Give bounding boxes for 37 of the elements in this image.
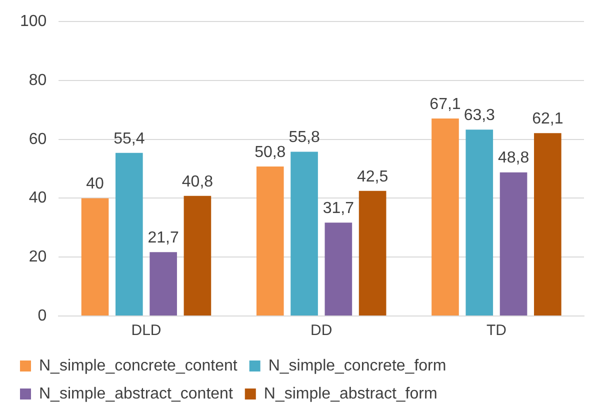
- bar: [432, 118, 459, 316]
- y-tick-label: 80: [28, 72, 47, 89]
- legend-label: N_simple_abstract_content: [39, 385, 234, 402]
- legend-label: N_simple_concrete_form: [268, 357, 446, 374]
- bar: [290, 152, 318, 316]
- bar: [184, 196, 212, 316]
- data-label: 48,8: [498, 150, 530, 167]
- x-tick-label: DD: [310, 322, 332, 340]
- data-label: 67,1: [430, 96, 461, 113]
- bar: [358, 190, 386, 316]
- data-label: 63,3: [464, 107, 496, 124]
- bar: [500, 172, 528, 316]
- data-label: 40,8: [182, 173, 214, 190]
- data-label: 31,7: [322, 200, 354, 218]
- y-tick-label: 100: [20, 13, 47, 30]
- data-label: 21,7: [148, 230, 179, 247]
- data-label: 40: [86, 176, 104, 193]
- y-tick-label: 0: [38, 307, 47, 324]
- bar: [150, 252, 177, 316]
- data-label: 42,5: [356, 168, 388, 186]
- data-label: 55,8: [288, 129, 320, 146]
- data-label: 62,1: [532, 110, 564, 128]
- legend-label: N_simple_abstract_form: [264, 385, 438, 402]
- bar: [256, 166, 284, 316]
- bar: [81, 198, 109, 316]
- bar: [466, 130, 494, 316]
- x-tick-label: DLD: [131, 322, 162, 340]
- bar: [534, 133, 562, 316]
- y-tick-label: 60: [28, 130, 47, 148]
- y-tick-label: 40: [28, 190, 47, 207]
- data-label: 55,4: [114, 130, 145, 148]
- bar: [116, 152, 143, 316]
- y-tick-label: 20: [28, 248, 47, 266]
- bar: [324, 222, 352, 316]
- legend-label: N_simple_concrete_content: [39, 357, 238, 374]
- data-label: 50,8: [254, 144, 286, 161]
- x-tick-label: TD: [486, 322, 507, 340]
